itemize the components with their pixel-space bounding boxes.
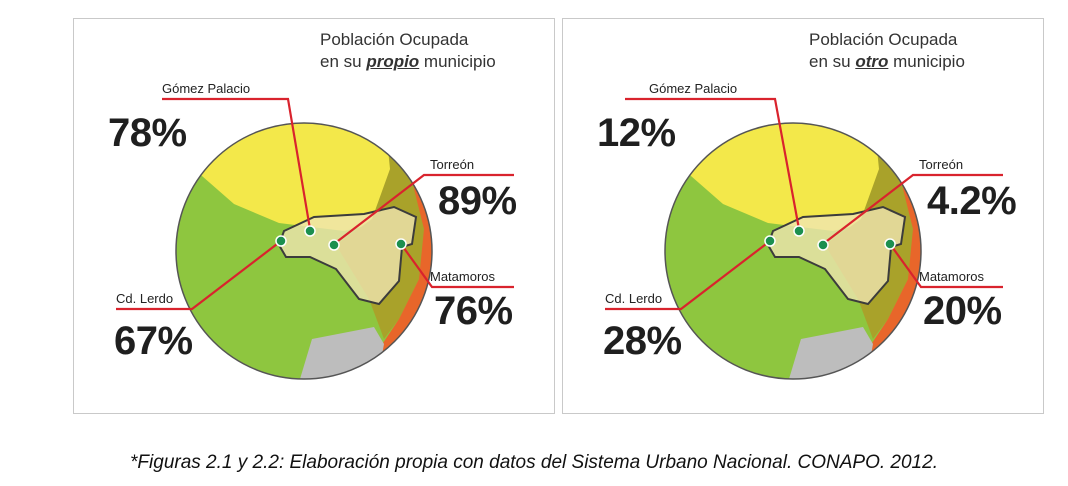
value-cd-lerdo: 67% [114, 319, 193, 363]
region-unassigned [294, 327, 384, 379]
title-suffix: municipio [888, 52, 965, 71]
leader-line-matamoros [889, 243, 1003, 289]
label-cd-lerdo: Cd. Lerdo [116, 291, 174, 306]
figure-otro-municipio: Población Ocupada en su otro municipio G… [562, 18, 1044, 414]
figure-title-line2: en su propio municipio [320, 51, 540, 73]
marker-torreon [817, 239, 829, 251]
figure-title: Población Ocupada en su propio municipio [320, 29, 540, 73]
label-gomez-palacio: Gómez Palacio [162, 81, 251, 96]
title-prefix: en su [320, 52, 367, 71]
leader-line-gomez [625, 97, 801, 230]
marker-matamoros [395, 238, 407, 250]
marker-gomez-palacio [793, 225, 805, 237]
region-unassigned [783, 327, 873, 379]
leader-line-matamoros [400, 243, 514, 289]
leader-line-torreon [333, 173, 514, 245]
leader-line-lerdo [116, 240, 282, 311]
figure-caption: *Figuras 2.1 y 2.2: Elaboración propia c… [130, 452, 938, 473]
figure-title: Población Ocupada en su otro municipio [809, 29, 1029, 73]
leader-lines [116, 97, 514, 311]
value-torreon: 4.2% [927, 179, 1017, 223]
value-cd-lerdo: 28% [603, 319, 682, 363]
value-gomez-palacio: 78% [108, 111, 187, 155]
map-circle [116, 97, 514, 380]
leader-line-lerdo [605, 240, 771, 311]
region-gomez-palacio [194, 123, 392, 231]
region-gomez-palacio [683, 123, 881, 231]
figure-title-line1: Población Ocupada [320, 30, 469, 49]
label-cd-lerdo: Cd. Lerdo [605, 291, 663, 306]
marker-cd-lerdo [275, 235, 287, 247]
town-markers [764, 225, 896, 251]
title-prefix: en su [809, 52, 856, 71]
value-torreon: 89% [438, 179, 517, 223]
town-markers [275, 225, 407, 251]
title-emphasis: otro [855, 52, 889, 71]
label-gomez-palacio: Gómez Palacio [649, 81, 738, 96]
marker-gomez-palacio [304, 225, 316, 237]
leader-line-gomez [162, 97, 312, 230]
marker-cd-lerdo [764, 235, 776, 247]
value-matamoros: 20% [923, 289, 1002, 333]
value-matamoros: 76% [434, 289, 513, 333]
figure-propio-municipio: Población Ocupada en su propio municipio… [73, 18, 555, 414]
leader-lines [605, 97, 1003, 311]
label-matamoros: Matamoros [919, 269, 985, 284]
label-matamoros: Matamoros [430, 269, 496, 284]
title-emphasis: propio [366, 52, 420, 71]
marker-torreon [328, 239, 340, 251]
marker-matamoros [884, 238, 896, 250]
figure-title-line2: en su otro municipio [809, 51, 1029, 73]
leader-line-torreon [822, 173, 1003, 245]
label-torreon: Torreón [430, 157, 475, 172]
figure-title-line1: Población Ocupada [809, 30, 958, 49]
value-gomez-palacio: 12% [597, 111, 676, 155]
label-torreon: Torreón [919, 157, 964, 172]
title-suffix: municipio [419, 52, 496, 71]
map-circle [605, 97, 1003, 380]
